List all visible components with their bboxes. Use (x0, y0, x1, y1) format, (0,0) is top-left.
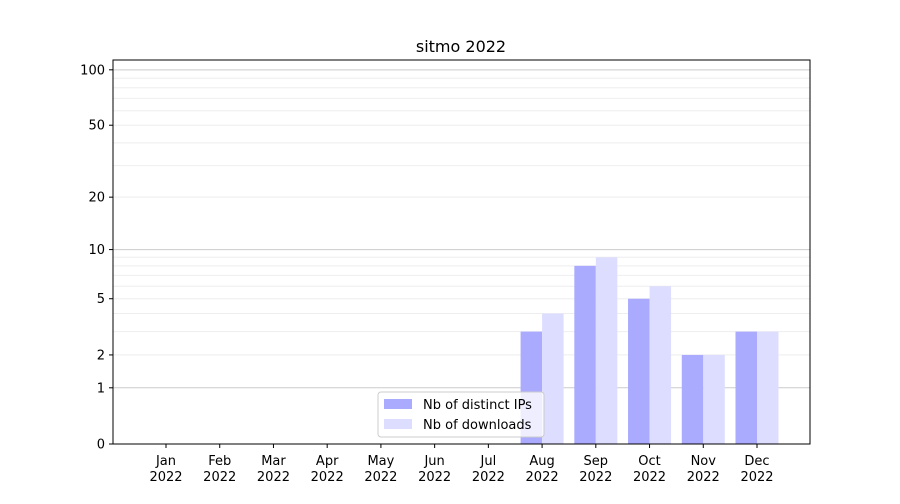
x-tick-label-line: 2022 (579, 470, 612, 485)
x-tick-label-line: 2022 (257, 470, 290, 485)
x-tick-label: Jul 2022 (472, 454, 505, 485)
x-tick-label-line: 2022 (311, 470, 344, 485)
x-tick-label-line: Aug (529, 454, 554, 469)
y-tick-label: 0 (97, 438, 105, 453)
x-tick-label-line: 2022 (526, 470, 559, 485)
x-tick-label-line: 2022 (418, 470, 451, 485)
y-tick-label: 1 (97, 381, 105, 396)
x-tick-label-line: 2022 (364, 470, 397, 485)
chart-title: sitmo 2022 (416, 37, 506, 56)
y-tick-label: 2 (97, 348, 105, 363)
x-tick-label-line: 2022 (472, 470, 505, 485)
x-tick-label-line: Mar (261, 454, 286, 469)
x-tick-label: Nov 2022 (687, 454, 720, 485)
y-tick-label: 50 (88, 119, 105, 134)
bar-downloads (649, 286, 672, 444)
x-tick-label-line: 2022 (149, 470, 182, 485)
bar-distinct-ips (735, 331, 757, 444)
x-tick-label: Jan 2022 (149, 454, 182, 485)
bar-downloads (542, 313, 564, 444)
x-tick-label-line: 2022 (633, 470, 666, 485)
x-tick-label-line: Jan (155, 454, 176, 469)
y-tick-label: 20 (88, 191, 105, 206)
legend-label: Nb of downloads (423, 418, 532, 433)
bar-distinct-ips (628, 298, 650, 444)
x-tick-label-line: Dec (744, 454, 769, 469)
x-tick-label-line: May (367, 454, 394, 469)
legend-swatch (384, 399, 412, 409)
x-tick-label-line: Apr (316, 454, 339, 469)
y-tick-label: 10 (88, 243, 105, 258)
x-tick-label: Oct 2022 (633, 454, 666, 485)
plot-frame (112, 59, 811, 445)
x-tick-label-line: 2022 (740, 470, 773, 485)
x-tick-label-line: Nov (691, 454, 717, 469)
bar-downloads (595, 257, 618, 444)
x-tick-label: Mar 2022 (257, 454, 290, 485)
x-tick-label: May 2022 (364, 454, 397, 485)
x-tick-label-line: Feb (208, 454, 231, 469)
x-tick-label: Aug 2022 (526, 454, 559, 485)
x-tick-label: Jun 2022 (418, 454, 451, 485)
x-tick-label-line: Jun (423, 454, 444, 469)
x-tick-label: Dec 2022 (740, 454, 773, 485)
y-tick-label: 100 (80, 63, 105, 78)
bar-distinct-ips (574, 265, 596, 444)
x-tick-label: Apr 2022 (311, 454, 344, 485)
legend-swatch (384, 419, 412, 429)
bar-distinct-ips (681, 354, 704, 444)
x-tick-label-line: Oct (638, 454, 660, 469)
x-tick-label-line: Sep (584, 454, 609, 469)
bar-downloads (757, 331, 779, 444)
x-tick-label: Sep 2022 (579, 454, 612, 485)
bar-downloads (703, 354, 725, 444)
x-tick-label-line: 2022 (687, 470, 720, 485)
x-tick-label-line: Jul (480, 454, 497, 469)
legend-label: Nb of distinct IPs (423, 398, 532, 413)
x-tick-label: Feb 2022 (203, 454, 236, 485)
x-tick-label-line: 2022 (203, 470, 236, 485)
legend-box (377, 391, 545, 438)
y-tick-label: 5 (97, 292, 105, 307)
